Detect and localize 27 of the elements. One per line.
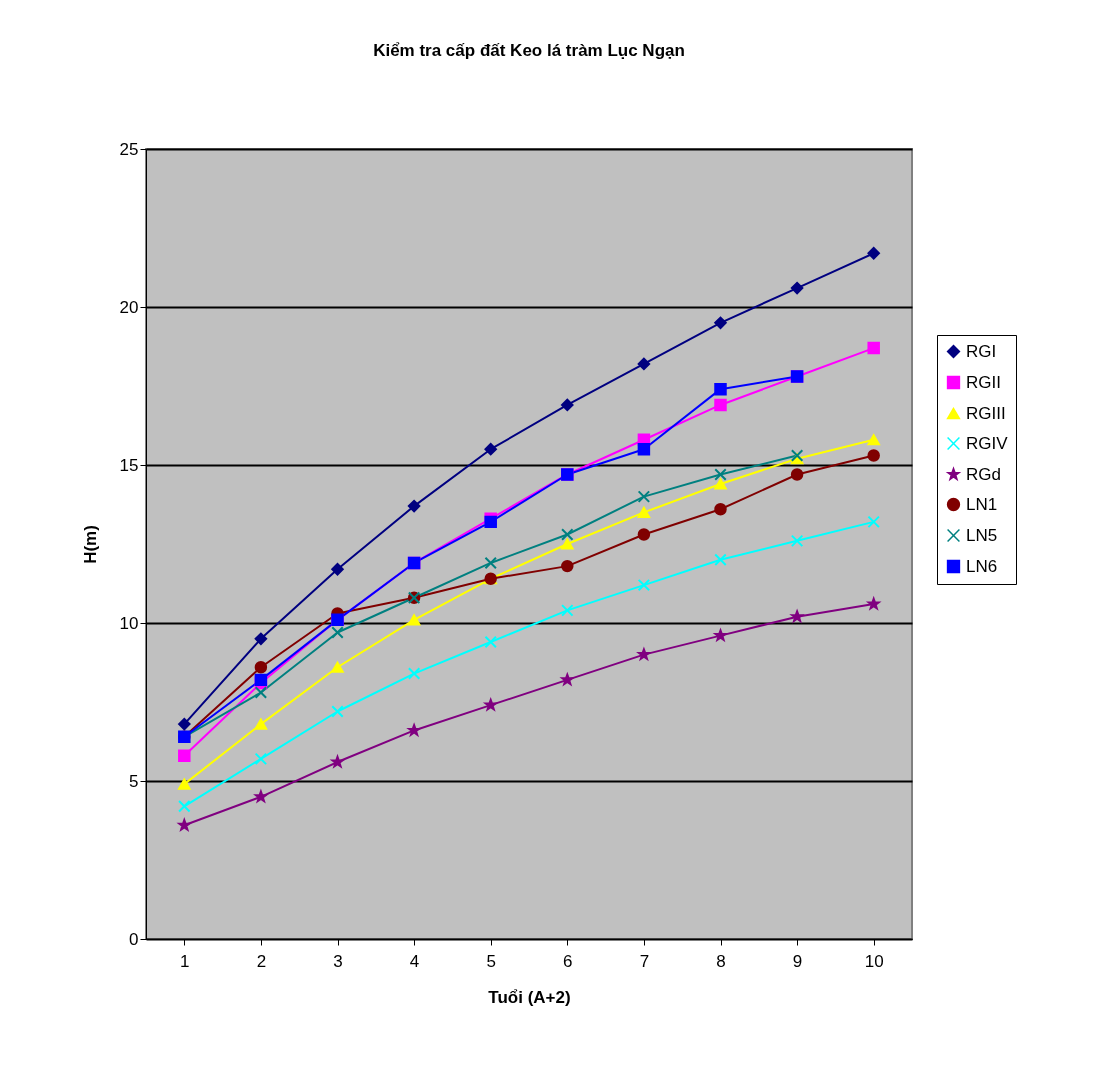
y-tick-label: 10 — [119, 613, 139, 633]
legend-label: RGd — [966, 464, 1001, 484]
x-tick-label: 2 — [256, 951, 267, 971]
y-axis-title: H(m) — [80, 525, 100, 564]
legend-label: LN5 — [966, 525, 998, 545]
x-tick-label: 8 — [716, 951, 726, 971]
x-axis-title: Tuổi (A+2) — [488, 987, 571, 1007]
y-tick-label: 25 — [119, 139, 139, 159]
x-tick-label: 10 — [864, 951, 884, 971]
legend-label: LN1 — [966, 494, 998, 514]
x-tick-label: 9 — [792, 951, 803, 971]
x-tick-label: 7 — [639, 951, 650, 971]
x-tick-label: 6 — [563, 951, 573, 971]
legend-label: LN6 — [966, 556, 998, 576]
x-tick-label: 3 — [333, 951, 343, 971]
legend-label: RGIII — [966, 403, 1006, 423]
y-tick-label: 20 — [119, 297, 139, 317]
y-tick-label: 15 — [119, 455, 139, 475]
y-tick-label: 5 — [129, 771, 139, 791]
x-tick-label: 5 — [486, 951, 496, 971]
legend-label: RGI — [966, 341, 997, 361]
legend-label: RGII — [966, 372, 1001, 392]
y-tick-label: 0 — [129, 929, 139, 949]
chart-title: Kiểm tra cấp đất Keo lá tràm Lục Ngạn — [373, 41, 685, 60]
legend-label: RGIV — [966, 433, 1009, 453]
x-tick-label: 1 — [180, 951, 190, 971]
x-tick-label: 4 — [409, 951, 420, 971]
